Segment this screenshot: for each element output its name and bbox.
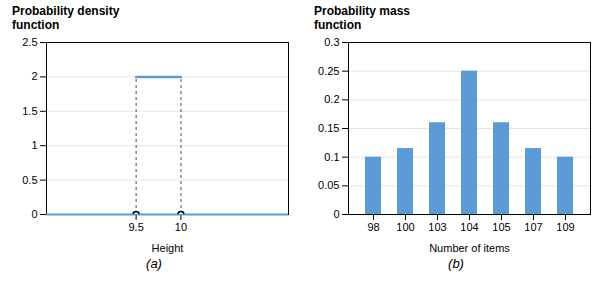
svg-text:109: 109 [556,221,574,233]
svg-text:100: 100 [396,221,414,233]
svg-text:0.15: 0.15 [318,122,339,134]
svg-text:0: 0 [31,208,37,220]
html-text:function: function [12,18,60,32]
svg-text:107: 107 [524,221,542,233]
svg-text:1: 1 [31,139,37,151]
svg-text:0.5: 0.5 [22,174,37,186]
svg-text:0.25: 0.25 [318,65,339,77]
svg-text:105: 105 [492,221,510,233]
html-text:(b): (b) [448,256,464,271]
html-text:Probability mass: Probability mass [314,4,410,18]
svg-text:Number of items: Number of items [429,242,510,254]
svg-text:Height: Height [152,242,184,254]
svg-text:0.05: 0.05 [318,179,339,191]
html-text:Probability density: Probability density [12,4,120,18]
svg-text:104: 104 [460,221,478,233]
svg-text:0: 0 [333,208,339,220]
svg-text:0.1: 0.1 [324,151,339,163]
svg-text:1.5: 1.5 [22,105,37,117]
svg-text:9.5: 9.5 [128,221,143,233]
svg-text:0.3: 0.3 [324,36,339,48]
html-text:(a): (a) [146,256,162,271]
svg-text:103: 103 [428,221,446,233]
svg-text:98: 98 [367,221,379,233]
svg-text:2: 2 [31,70,37,82]
svg-text:10: 10 [175,221,187,233]
svg-text:0.2: 0.2 [324,93,339,105]
svg-text:2.5: 2.5 [22,36,37,48]
html-text:function: function [314,18,362,32]
